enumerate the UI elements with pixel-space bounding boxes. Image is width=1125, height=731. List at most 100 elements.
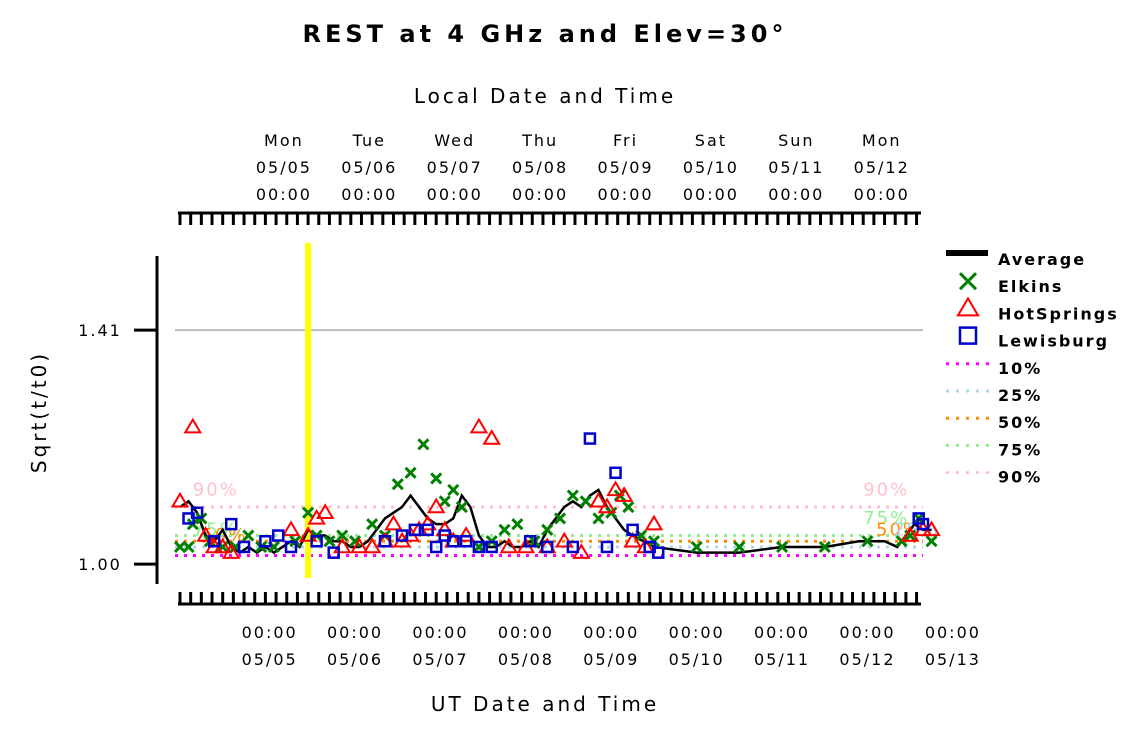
elkins-point <box>511 518 524 531</box>
hotsprings-point <box>606 480 625 497</box>
legend-item-90: 90% <box>946 468 1042 487</box>
elkins-point <box>302 506 315 519</box>
legend-swatch <box>956 296 980 317</box>
hotsprings-point <box>456 526 476 542</box>
legend-item-hotsprings: HotSprings <box>956 296 1117 323</box>
local-tick-date: 05/06 <box>341 158 397 177</box>
legend-label: Elkins <box>998 277 1063 296</box>
ut-tick-time: 00:00 <box>327 623 383 642</box>
hotsprings-point <box>418 514 437 531</box>
y-axis-label: Sqrt(t/t0) <box>27 351 51 473</box>
elkins-point <box>182 540 195 554</box>
hotsprings-point <box>170 491 190 508</box>
ut-tick-date: 05/08 <box>498 650 554 669</box>
lewisburg-point <box>566 540 580 554</box>
local-tick-date: 05/09 <box>597 158 653 177</box>
hotsprings-point <box>333 537 352 554</box>
ut-tick-label: 00:00 05/08 <box>498 623 554 669</box>
hotsprings-point <box>614 486 634 502</box>
ut-tick-date: 05/13 <box>925 650 981 669</box>
ut-tick-time: 00:00 <box>839 623 895 642</box>
lewisburg-point <box>600 540 614 554</box>
elkins-point <box>553 512 567 525</box>
elkins-point <box>323 535 336 548</box>
local-tick-label: Tue 05/06 00:00 <box>341 131 397 204</box>
ut-tick-label: 00:00 05/11 <box>754 623 810 669</box>
axes-layer: 1.00 1.41 Mon 05/05 00:00 Tue 05/06 00:00 Wed 05/… <box>78 131 981 669</box>
legend-label: 90% <box>998 468 1042 487</box>
local-tick-day: Fri <box>613 131 638 150</box>
lewisburg-point <box>271 529 285 542</box>
local-tick-time: 00:00 <box>768 185 824 204</box>
ut-tick-time: 00:00 <box>754 623 810 642</box>
lewisburg-point <box>651 546 665 559</box>
lewisburg-point <box>583 432 597 445</box>
local-tick-date: 05/05 <box>256 158 312 177</box>
ut-tick-date: 05/07 <box>412 650 468 669</box>
lewisburg-point <box>310 534 323 548</box>
top-axis-label: Local Date and Time <box>414 84 676 108</box>
lewisburg-point <box>609 466 622 480</box>
hotsprings-point <box>384 514 403 531</box>
ut-tick-label: 00:00 05/06 <box>327 623 383 669</box>
chart-title: REST at 4 GHz and Elev=30° <box>303 20 788 48</box>
elkins-point <box>417 438 430 451</box>
hotsprings-point <box>183 417 203 434</box>
elkins-point <box>242 529 255 542</box>
legend-item-average: Average <box>946 250 1084 269</box>
ut-tick-date: 05/05 <box>242 650 298 669</box>
local-tick-label: Mon 05/12 00:00 <box>854 131 910 204</box>
local-tick-label: Thu 05/08 00:00 <box>512 131 568 204</box>
legend-label: 75% <box>998 440 1042 459</box>
ut-tick-date: 05/12 <box>839 650 895 669</box>
legend-item-75: 75% <box>946 440 1042 459</box>
lewisburg-point <box>459 534 473 548</box>
elkins-point <box>579 495 592 508</box>
lewisburg-point <box>916 517 930 531</box>
y-tick-label: 1.41 <box>78 321 122 340</box>
legend-item-10: 10% <box>946 359 1042 378</box>
ut-tick-time: 00:00 <box>242 623 298 642</box>
local-tick-time: 00:00 <box>256 185 312 204</box>
percentile-label: 90% <box>863 480 909 501</box>
elkins-point <box>733 540 746 554</box>
lewisburg-point <box>259 534 272 548</box>
local-tick-time: 00:00 <box>427 185 483 204</box>
legend-label: Lewisburg <box>998 332 1109 351</box>
hotsprings-point <box>221 543 241 559</box>
y-tick-label: 1.00 <box>78 555 122 574</box>
local-tick-day: Sun <box>778 131 814 150</box>
lewisburg-point <box>485 540 498 554</box>
ut-tick-date: 05/10 <box>669 650 725 669</box>
local-tick-date: 05/08 <box>512 158 568 177</box>
legend: Average Elkins HotSprings Lewisburg 10% 25% 50… <box>946 250 1117 487</box>
percentile-label: 90% <box>193 480 239 501</box>
lewisburg-point <box>626 523 639 537</box>
elkins-point <box>391 478 404 491</box>
local-tick-date: 05/07 <box>427 158 483 177</box>
ut-tick-label: 00:00 05/09 <box>583 623 639 669</box>
elkins-point <box>336 529 349 542</box>
local-tick-date: 05/11 <box>768 158 824 177</box>
lewisburg-point <box>284 540 298 554</box>
ut-tick-date: 05/06 <box>327 650 383 669</box>
elkins-point <box>349 535 362 548</box>
ut-tick-date: 05/11 <box>754 650 810 669</box>
ut-tick-time: 00:00 <box>583 623 639 642</box>
local-tick-time: 00:00 <box>854 185 910 204</box>
local-tick-day: Mon <box>264 131 304 150</box>
lewisburg-point <box>207 534 221 548</box>
elkins-point <box>818 540 831 554</box>
series-lewisburg <box>182 432 930 559</box>
legend-label: 10% <box>998 359 1042 378</box>
legend-label: 50% <box>998 413 1042 432</box>
local-tick-day: Mon <box>862 131 902 150</box>
legend-swatch <box>958 272 978 291</box>
legend-label: 25% <box>998 386 1042 405</box>
local-tick-day: Tue <box>352 131 386 150</box>
lewisburg-point <box>224 517 238 531</box>
hotsprings-point <box>469 417 489 434</box>
lewisburg-point <box>190 506 204 519</box>
elkins-point <box>592 512 605 525</box>
series-layer <box>170 417 941 559</box>
